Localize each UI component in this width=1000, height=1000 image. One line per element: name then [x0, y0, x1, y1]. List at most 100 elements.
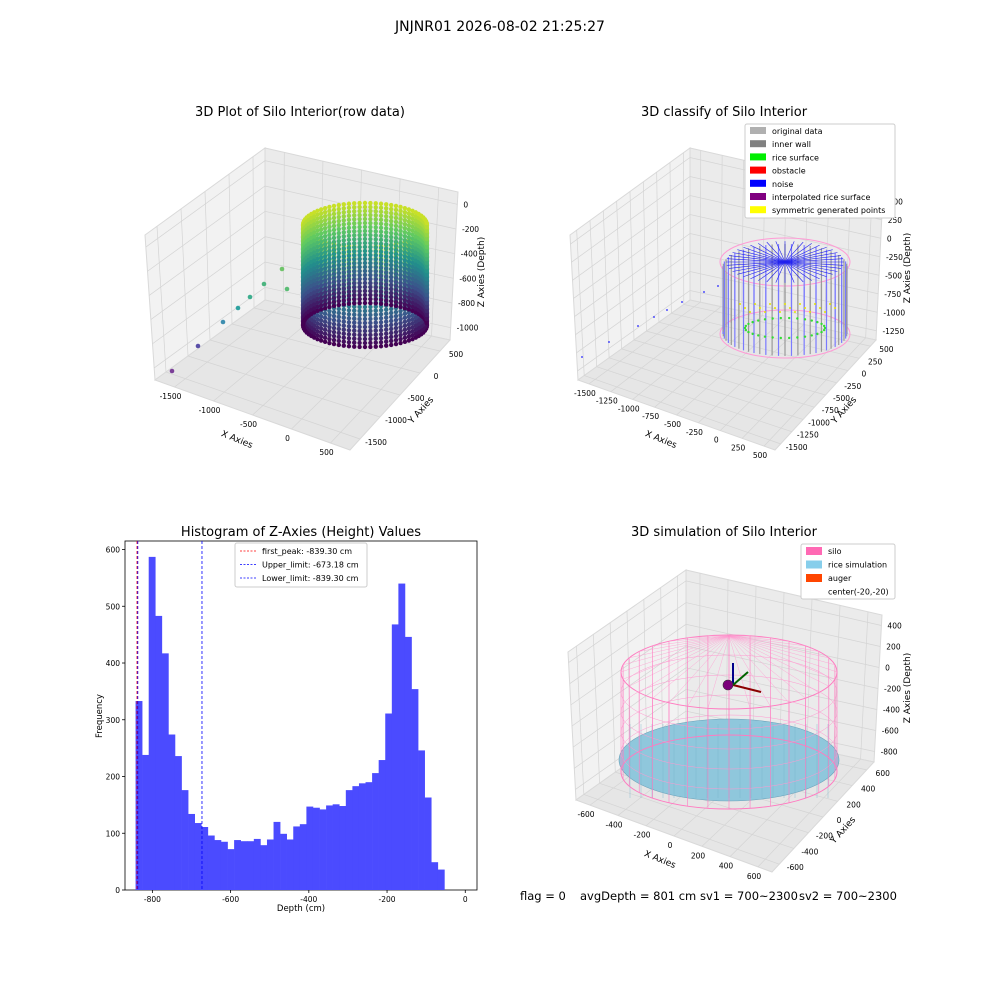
raw-point — [336, 306, 341, 312]
raw-point — [373, 312, 378, 317]
raw-point — [357, 332, 362, 338]
raw-point — [368, 208, 373, 214]
raw-point — [378, 301, 384, 306]
raw-point — [315, 236, 320, 242]
classify-symmetric-point — [739, 303, 741, 305]
raw-point — [384, 282, 389, 287]
raw-point — [406, 326, 412, 331]
raw-point — [346, 273, 352, 278]
raw-point — [341, 335, 346, 340]
raw-point — [393, 215, 399, 221]
raw-point — [322, 281, 328, 287]
raw-point — [373, 332, 378, 337]
classify-rice-point — [823, 326, 827, 330]
raw-point — [346, 297, 352, 302]
raw-point — [357, 292, 362, 298]
raw-point — [357, 248, 362, 254]
raw-point — [384, 335, 389, 340]
raw-point — [378, 328, 384, 333]
classify-legend-swatch — [750, 140, 766, 148]
raw-point — [368, 332, 373, 338]
raw-point — [398, 280, 403, 286]
raw-point — [389, 326, 394, 332]
raw-point — [378, 241, 384, 246]
raw-point — [378, 324, 384, 329]
classify-legend: original data inner wall rice surface obsta… — [744, 123, 896, 219]
raw-point — [341, 290, 346, 295]
classify-rice-point — [757, 319, 760, 322]
raw-point — [368, 300, 373, 306]
classify-rice-point — [787, 316, 791, 320]
raw-point — [378, 312, 384, 317]
raw-point — [327, 300, 332, 306]
raw-point — [341, 266, 346, 271]
raw-point — [336, 322, 341, 328]
raw-point — [406, 299, 412, 304]
raw-point — [402, 241, 408, 247]
raw-point — [331, 329, 337, 335]
histogram-bar — [174, 756, 182, 890]
raw-point — [315, 324, 320, 330]
histogram-bar — [155, 615, 163, 890]
raw-point — [312, 246, 317, 251]
silo-roof-line — [728, 635, 771, 639]
raw-point — [402, 265, 408, 271]
raw-point — [346, 285, 352, 290]
raw-point — [315, 216, 320, 222]
raw-point — [357, 328, 362, 334]
y-tick-label: -1000 — [385, 416, 407, 425]
raw-point — [357, 284, 362, 290]
raw-point — [378, 225, 384, 230]
raw-point — [393, 337, 399, 343]
raw-point — [368, 284, 373, 290]
y-tick-label: -600 — [787, 863, 804, 872]
raw-point — [410, 320, 415, 326]
raw-point — [398, 252, 403, 258]
histogram-bar — [260, 845, 268, 890]
classify-legend-label: noise — [772, 180, 793, 189]
x-tick-label: -600 — [222, 895, 239, 904]
raw-point — [410, 280, 415, 286]
classify-noise-ray — [784, 258, 844, 263]
raw-point — [362, 336, 368, 342]
raw-point — [357, 216, 362, 222]
raw-point — [424, 288, 429, 294]
raw-point — [424, 256, 429, 262]
raw-point — [424, 236, 429, 242]
raw-point — [327, 228, 332, 234]
silo-roof-line — [629, 635, 730, 659]
classify-rice-point — [810, 319, 813, 322]
raw-point — [378, 320, 384, 325]
raw-point — [312, 278, 317, 283]
raw-point — [331, 321, 337, 327]
classify-rice-point — [779, 316, 783, 320]
y-tick-label: 250 — [868, 357, 883, 366]
x-tick-label: -1000 — [618, 404, 640, 413]
raw-point — [362, 208, 368, 214]
raw-point — [368, 324, 373, 330]
raw-point — [393, 231, 399, 237]
raw-point — [341, 210, 346, 215]
raw-point — [406, 267, 412, 272]
classify-noise-ray — [758, 243, 786, 263]
raw-point — [357, 224, 362, 230]
raw-point — [393, 271, 399, 277]
raw-point — [362, 280, 368, 286]
classify-rice-point — [810, 334, 813, 337]
raw-point — [393, 341, 399, 347]
raw-point — [406, 275, 412, 280]
raw-point — [341, 214, 346, 219]
raw-point — [424, 252, 429, 258]
raw-point — [368, 252, 373, 258]
raw-point — [398, 316, 403, 322]
y-tick-label: -1250 — [797, 431, 819, 440]
raw-point — [373, 304, 378, 309]
silo-roof-line — [728, 635, 806, 647]
raw-point — [322, 311, 328, 317]
classify-noise-ray — [784, 261, 812, 281]
raw-point — [346, 336, 352, 341]
auger-center-marker — [722, 679, 734, 691]
raw-point — [315, 268, 320, 274]
raw-point — [410, 220, 415, 226]
z-tick-label: -250 — [886, 253, 903, 262]
